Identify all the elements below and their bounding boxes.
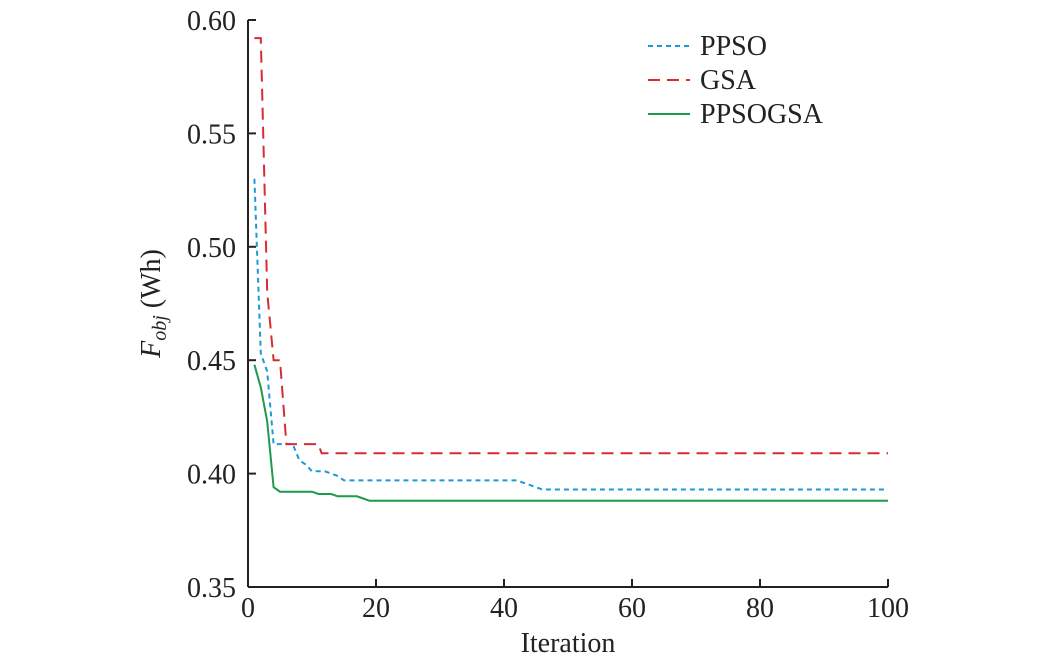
legend-label-ppso: PPSO	[700, 31, 767, 62]
y-tick-label: 0.35	[187, 573, 236, 604]
y-axis-title: Fobj (Wh)	[136, 249, 171, 359]
series-line-gsa	[254, 37, 888, 455]
y-tick-label: 0.50	[187, 233, 236, 264]
y-axis-title-main: F	[136, 340, 167, 359]
series-layer	[253, 37, 888, 502]
x-axis-title: Iteration	[521, 628, 616, 659]
x-tick-label: 60	[618, 593, 646, 624]
x-tick-label: 100	[867, 593, 909, 624]
y-axis-title-subscript: obj	[149, 315, 171, 341]
y-tick-label: 0.60	[187, 6, 236, 37]
x-tick-label: 20	[362, 593, 390, 624]
series-line-ppsogsa	[253, 364, 888, 502]
legend-label-gsa: GSA	[700, 65, 757, 96]
x-tick-label: 40	[490, 593, 518, 624]
axes	[247, 20, 888, 588]
series-line-ppso	[253, 178, 888, 491]
y-tick-label: 0.45	[187, 346, 236, 377]
y-tick-label: 0.55	[187, 119, 236, 150]
legend-label-ppsogsa: PPSOGSA	[700, 99, 824, 130]
y-ticks: 0.35 0.40 0.45 0.50 0.55 0.60	[187, 6, 256, 604]
y-tick-label: 0.40	[187, 460, 236, 491]
x-tick-label: 80	[746, 593, 774, 624]
x-tick-label: 0	[241, 593, 255, 624]
x-ticks: 0 20 40 60 80 100	[241, 579, 909, 624]
y-axis-title-unit: (Wh)	[136, 249, 167, 315]
